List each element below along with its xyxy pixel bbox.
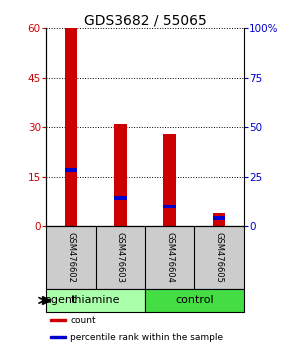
Text: GSM476602: GSM476602 xyxy=(66,232,76,283)
Bar xyxy=(213,216,225,220)
Bar xyxy=(50,336,66,338)
Bar xyxy=(164,205,176,209)
Text: GSM476603: GSM476603 xyxy=(116,232,125,283)
Bar xyxy=(164,134,176,226)
Bar xyxy=(65,28,77,226)
Bar xyxy=(50,319,66,321)
Bar xyxy=(114,196,126,200)
Text: agent: agent xyxy=(44,295,76,306)
Bar xyxy=(213,213,225,226)
Text: GSM476605: GSM476605 xyxy=(214,232,224,283)
Text: percentile rank within the sample: percentile rank within the sample xyxy=(70,333,223,342)
Bar xyxy=(114,124,126,226)
Text: count: count xyxy=(70,315,96,325)
Bar xyxy=(65,168,77,172)
Text: GSM476604: GSM476604 xyxy=(165,232,174,283)
Title: GDS3682 / 55065: GDS3682 / 55065 xyxy=(84,13,206,27)
Bar xyxy=(46,289,145,312)
Text: control: control xyxy=(175,295,214,306)
Bar xyxy=(145,289,244,312)
Text: thiamine: thiamine xyxy=(71,295,120,306)
